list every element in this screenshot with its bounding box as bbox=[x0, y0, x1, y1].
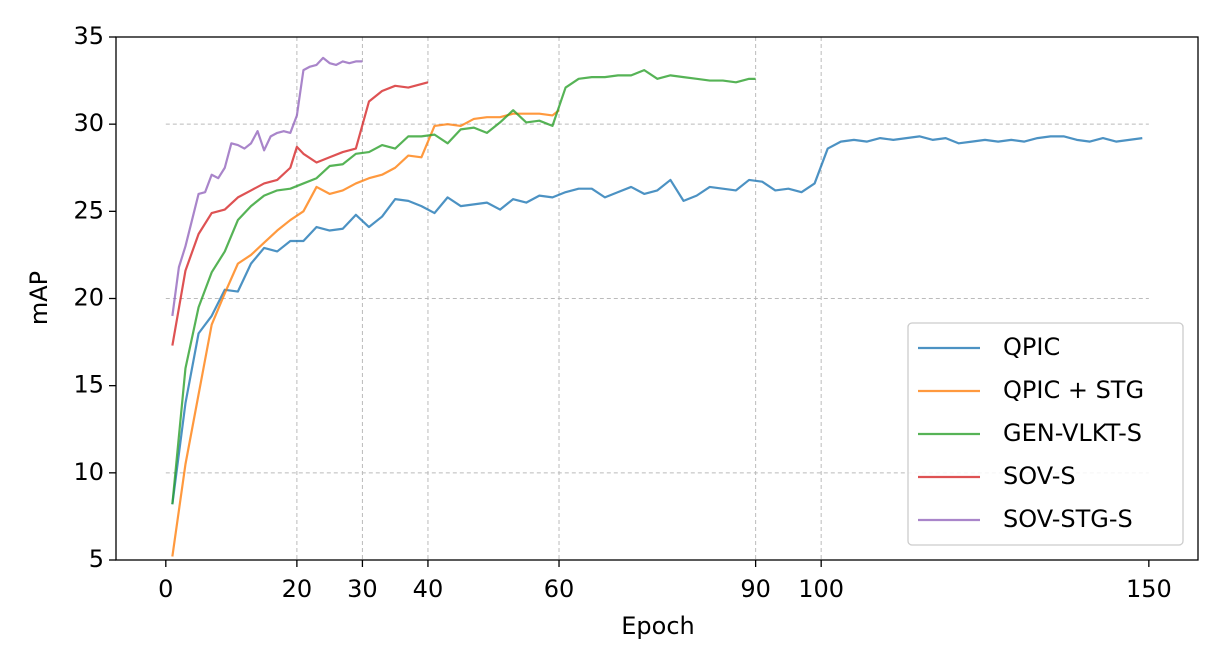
x-tick-label: 30 bbox=[347, 575, 378, 603]
x-tick-label: 100 bbox=[798, 575, 844, 603]
y-tick-label: 15 bbox=[73, 371, 104, 399]
x-tick-label: 0 bbox=[158, 575, 173, 603]
y-tick-label: 25 bbox=[73, 196, 104, 224]
x-tick-label: 40 bbox=[413, 575, 444, 603]
legend-label: GEN-VLKT-S bbox=[1003, 419, 1142, 447]
y-tick-label: 20 bbox=[73, 284, 104, 312]
y-tick-label: 30 bbox=[73, 109, 104, 137]
series-line bbox=[171, 109, 560, 557]
series-line bbox=[171, 56, 363, 317]
x-tick-label: 20 bbox=[282, 575, 313, 603]
x-tick-label: 60 bbox=[544, 575, 575, 603]
y-axis-label: mAP bbox=[25, 271, 53, 325]
series-line bbox=[171, 69, 756, 505]
x-tick-label: 90 bbox=[740, 575, 771, 603]
legend-box bbox=[907, 322, 1184, 546]
y-tick-label: 10 bbox=[73, 458, 104, 486]
x-axis-label: Epoch bbox=[621, 612, 695, 640]
x-tick-label: 150 bbox=[1126, 575, 1172, 603]
series-line bbox=[171, 81, 429, 346]
plot-frame bbox=[115, 36, 1199, 561]
legend-label: SOV-STG-S bbox=[1003, 505, 1133, 533]
legend-label: QPIC bbox=[1003, 333, 1060, 361]
y-tick-label: 5 bbox=[89, 545, 104, 573]
y-tick-label: 35 bbox=[73, 22, 104, 50]
legend-label: QPIC + STG bbox=[1003, 376, 1144, 404]
legend-label: SOV-S bbox=[1003, 462, 1076, 490]
series-line bbox=[171, 135, 1143, 505]
